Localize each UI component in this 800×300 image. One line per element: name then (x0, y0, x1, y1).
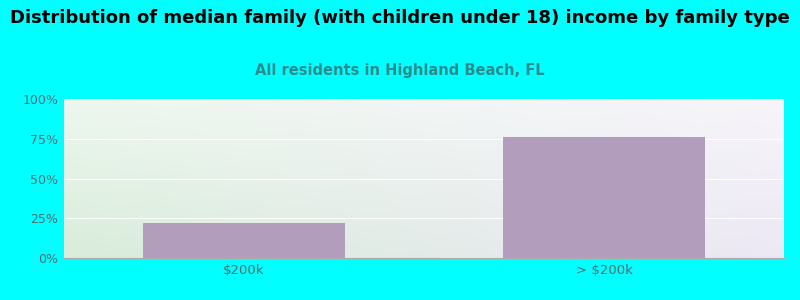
Text: Distribution of median family (with children under 18) income by family type: Distribution of median family (with chil… (10, 9, 790, 27)
Text: All residents in Highland Beach, FL: All residents in Highland Beach, FL (255, 63, 545, 78)
Bar (143, 223, 345, 258)
Bar (503, 137, 705, 258)
